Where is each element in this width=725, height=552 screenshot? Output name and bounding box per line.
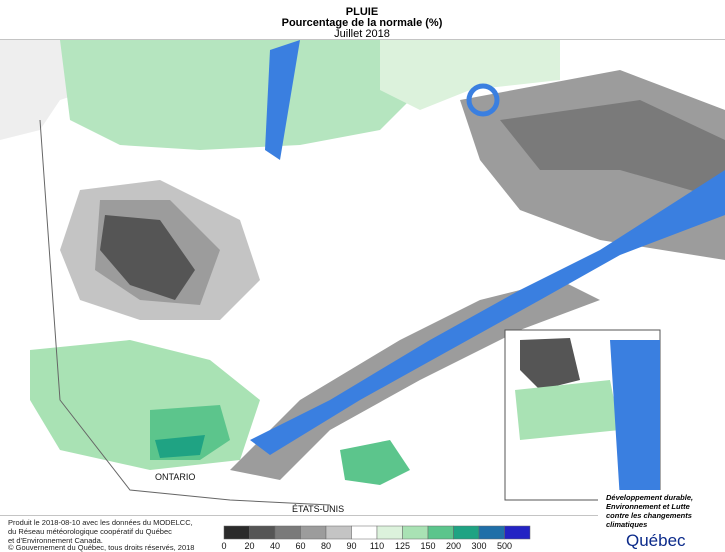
legend-swatch <box>376 525 403 540</box>
ministry: Environnement et Lutte <box>606 502 690 511</box>
legend-tick: 60 <box>295 541 305 551</box>
title: PLUIE <box>346 6 378 18</box>
ministry: Développement durable, <box>606 493 693 502</box>
ministry: contre les changements <box>606 511 692 520</box>
legend-tick: 150 <box>420 541 435 551</box>
copyright: © Gouvernement du Québec, tous droits ré… <box>8 543 194 552</box>
legend-tick: 110 <box>370 541 384 551</box>
st-lawrence <box>250 170 725 455</box>
ontario-label: ONTARIO <box>155 472 195 482</box>
credit-line: Produit le 2018-08-10 avec les données d… <box>8 518 193 527</box>
usa-label: ÉTATS-UNIS <box>292 504 344 514</box>
subtitle: Pourcentage de la normale (%) <box>282 17 443 29</box>
credit-line: et d'Environnement Canada. <box>8 536 103 545</box>
inset-water <box>610 340 660 500</box>
legend-tick: 80 <box>321 541 331 551</box>
legend-tick: 300 <box>471 541 486 551</box>
teal-sw <box>155 435 205 458</box>
legend-swatch <box>274 525 301 540</box>
legend-swatch <box>453 525 480 540</box>
ministry: climatiques <box>606 520 647 529</box>
legend-tick: 90 <box>346 541 356 551</box>
map: ONTARIO ÉTATS-UNIS <box>0 39 725 516</box>
legend-tick: 125 <box>395 541 410 551</box>
green-south <box>340 440 410 485</box>
legend-swatch <box>325 525 352 540</box>
logo-box <box>598 490 725 552</box>
credits: Produit le 2018-08-10 avec les données d… <box>8 518 194 552</box>
green-north <box>60 40 420 150</box>
legend-swatch <box>223 525 250 540</box>
border <box>39 119 331 506</box>
manicouagan <box>466 83 500 117</box>
inset-dark <box>520 338 580 390</box>
logo: Développement durable, Environnement et … <box>598 490 725 552</box>
legend-tick: 500 <box>497 541 512 551</box>
quebec: Québec <box>626 531 686 550</box>
period: Juillet 2018 <box>334 28 390 40</box>
legend: 0 20 40 60 80 90 110 125 150 200 300 500 <box>221 525 531 551</box>
legend-swatch <box>351 525 378 540</box>
legend-tick: 20 <box>244 541 254 551</box>
gray-east-dark <box>500 100 725 200</box>
inset-green <box>515 380 620 440</box>
legend-swatch <box>249 525 276 540</box>
legend-swatch <box>427 525 454 540</box>
legend-swatch <box>504 525 531 540</box>
green-ne <box>380 40 560 110</box>
lake <box>265 40 300 160</box>
gray-west-dark <box>100 215 195 300</box>
legend-swatch <box>300 525 327 540</box>
legend-tick: 40 <box>270 541 280 551</box>
credit-line: du Réseau météorologique coopératif du Q… <box>8 527 172 536</box>
legend-swatch <box>402 525 429 540</box>
legend-tick: 200 <box>446 541 461 551</box>
legend-tick: 0 <box>221 541 226 551</box>
legend-swatch <box>478 525 505 540</box>
